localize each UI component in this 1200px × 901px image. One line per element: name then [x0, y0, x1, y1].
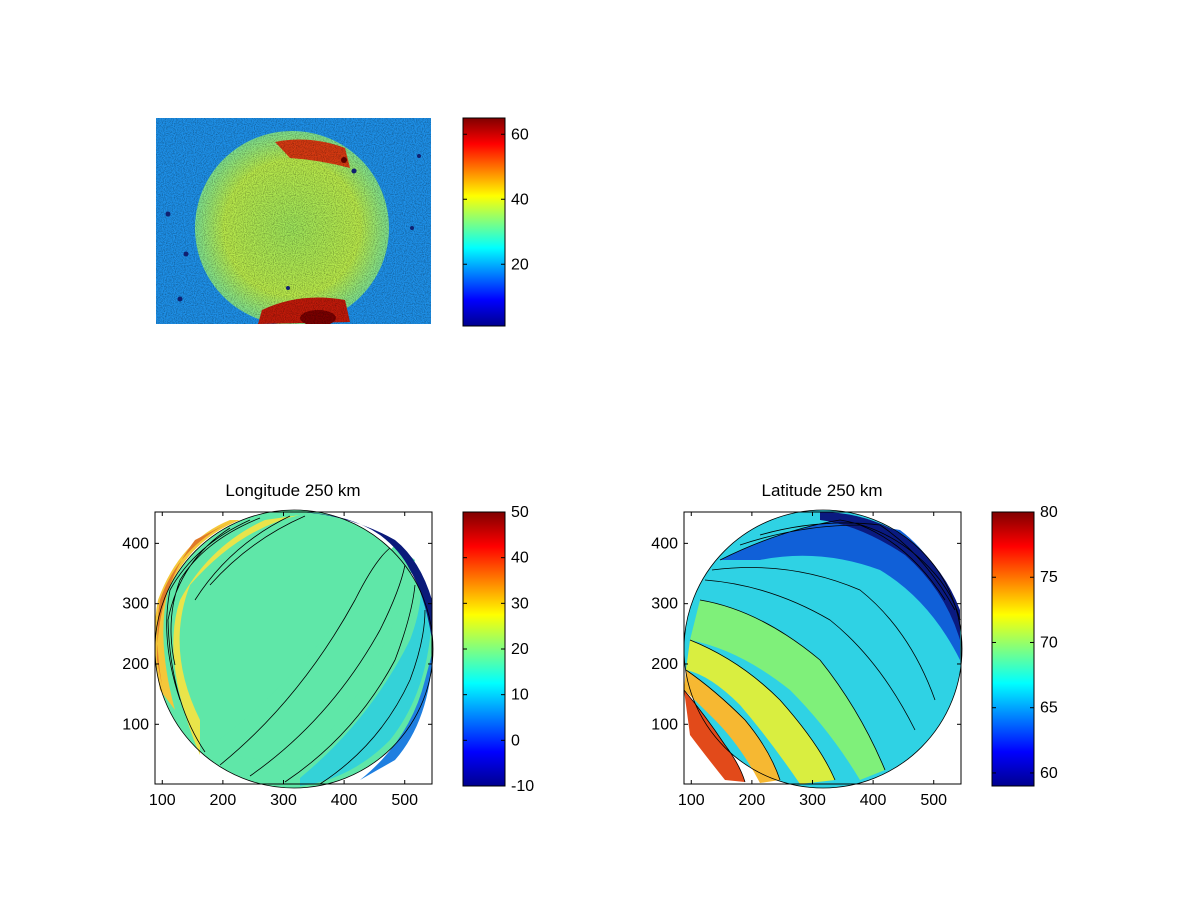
latitude-axes-box [683, 511, 962, 785]
latitude-x-tick-label: 100 [678, 792, 705, 809]
latitude-panel: Latitude 250 km 100 200 300 400 500 100 200 300… [651, 481, 963, 809]
latitude-title: Latitude 250 km [762, 481, 883, 500]
longitude-contour-band [360, 650, 433, 780]
longitude-contour-band [154, 520, 240, 710]
raw-image-colorbar-tick-label: 20 [511, 256, 529, 273]
latitude-contour-band [684, 670, 780, 783]
latitude-plot-area [683, 509, 963, 789]
raw-image-colorbar-tick-label: 60 [511, 126, 529, 143]
raw-image-speck [177, 296, 183, 302]
longitude-contour-band [205, 545, 415, 765]
raw-image-speck [183, 251, 189, 257]
latitude-colorbar-tick-label: 65 [1040, 700, 1058, 717]
latitude-x-tick-label: 500 [920, 792, 947, 809]
raw-image-noise [156, 118, 431, 324]
longitude-y-tick-label: 300 [122, 596, 149, 613]
longitude-x-tick-label: 100 [149, 792, 176, 809]
longitude-y-tick-label: 400 [122, 535, 149, 552]
latitude-y-tick-label: 200 [651, 656, 678, 673]
raw-image-colorbar-tick-label: 40 [511, 191, 529, 208]
longitude-x-tick-label: 200 [210, 792, 237, 809]
longitude-plot-area [154, 509, 434, 789]
raw-image-speck [165, 211, 171, 217]
latitude-x-tick-label: 200 [739, 792, 766, 809]
raw-image-panel [156, 118, 431, 324]
longitude-axes-box [154, 511, 433, 785]
latitude-colorbar-tick-label: 70 [1040, 634, 1058, 651]
longitude-y-tick-label: 200 [122, 656, 149, 673]
longitude-title: Longitude 250 km [225, 481, 360, 500]
longitude-colorbar-tick-label: 30 [511, 595, 529, 612]
latitude-contour-lines [683, 519, 961, 783]
latitude-contour-band [686, 640, 835, 784]
longitude-colorbar-tick-label: 40 [511, 550, 529, 567]
longitude-x-tick-label: 300 [270, 792, 297, 809]
latitude-colorbar-tick-label: 60 [1040, 765, 1058, 782]
raw-image-speck [351, 168, 357, 174]
raw-image-colorbar-gradient [462, 117, 506, 327]
latitude-colorbar: 60 65 70 75 80 [991, 504, 1058, 787]
latitude-contour-band [690, 600, 885, 780]
latitude-x-tick-label: 400 [860, 792, 887, 809]
raw-image-speck [341, 157, 347, 163]
longitude-colorbar-tick-label: 0 [511, 732, 520, 749]
longitude-colorbar-gradient [462, 511, 506, 787]
longitude-colorbar-tick-label: 20 [511, 641, 529, 658]
longitude-colorbar-tick-label: 10 [511, 687, 529, 704]
latitude-contour-band [820, 512, 960, 640]
latitude-y-tick-label: 300 [651, 596, 678, 613]
raw-image-speck [286, 286, 290, 290]
longitude-colorbar: -10 0 10 20 30 40 50 [462, 504, 534, 795]
longitude-colorbar-tick-label: 50 [511, 504, 529, 521]
latitude-y-tick-label: 100 [651, 716, 678, 733]
latitude-y-tick-label: 400 [651, 535, 678, 552]
raw-image-colorbar: 20 40 60 [462, 117, 529, 327]
latitude-colorbar-gradient [991, 511, 1035, 787]
latitude-colorbar-tick-label: 80 [1040, 504, 1058, 521]
longitude-colorbar-tick-label: -10 [511, 778, 534, 795]
latitude-contour-band [720, 520, 960, 660]
latitude-x-tick-label: 300 [799, 792, 826, 809]
longitude-contour-band [300, 512, 432, 640]
longitude-x-tick-label: 500 [391, 792, 418, 809]
longitude-contour-band [300, 570, 432, 786]
longitude-x-tick-label: 400 [331, 792, 358, 809]
raw-image-speck [417, 154, 421, 158]
longitude-contour-lines [166, 515, 426, 785]
raw-image-speck [410, 226, 414, 230]
longitude-y-tick-label: 100 [122, 716, 149, 733]
latitude-colorbar-tick-label: 75 [1040, 569, 1058, 586]
longitude-panel: Longitude 250 km 100 200 300 400 500 100 200 30… [122, 481, 434, 809]
